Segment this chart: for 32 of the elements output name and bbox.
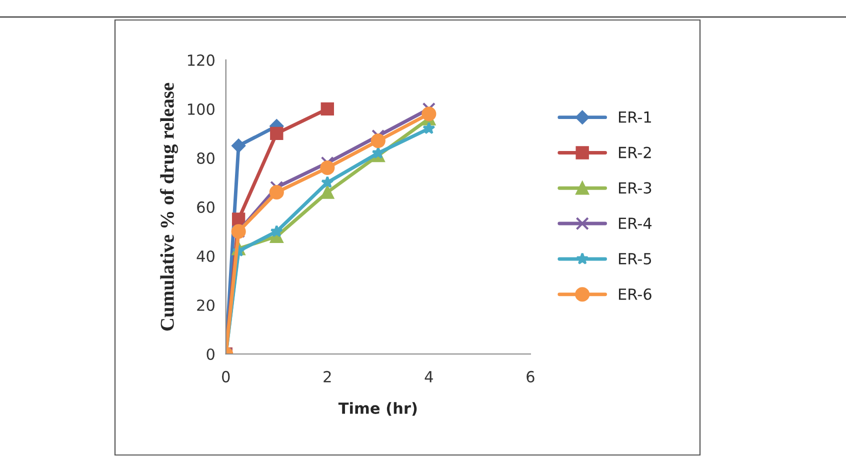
y-tick-label: 20 [197,299,214,312]
point [320,186,334,199]
x-axis-title: Time (hr) [338,402,417,416]
point [269,184,284,200]
y-tick-label: 40 [196,250,214,262]
point [232,138,246,153]
point [422,122,436,134]
legend-label: ER-3 [618,182,652,194]
y-tick-label: 100 [188,103,214,115]
point [372,146,384,159]
x-tick-label: 4 [424,371,433,382]
y-tick-label: 60 [197,201,214,213]
legend-label: ER-5 [618,253,652,265]
legend-label: ER-4 [618,218,652,229]
point [270,126,284,140]
legend-label: ER-1 [618,112,651,123]
legend-label: ER-6 [618,288,652,300]
y-tick-label: 80 [197,152,214,164]
point [422,106,436,122]
x-tick-label: 2 [324,370,331,382]
y-tick-label: 120 [188,54,214,66]
point [232,212,246,226]
point [320,160,335,176]
point [320,102,334,116]
point [270,224,283,238]
y-tick-label: 0 [206,348,214,360]
legend-label: ER-2 [618,146,651,158]
y-axis-title: Cumulative % of drug release [160,82,178,331]
x-tick-label: 6 [526,370,534,382]
x-tick-label: 0 [222,370,230,382]
point [321,176,334,188]
point [370,134,386,148]
